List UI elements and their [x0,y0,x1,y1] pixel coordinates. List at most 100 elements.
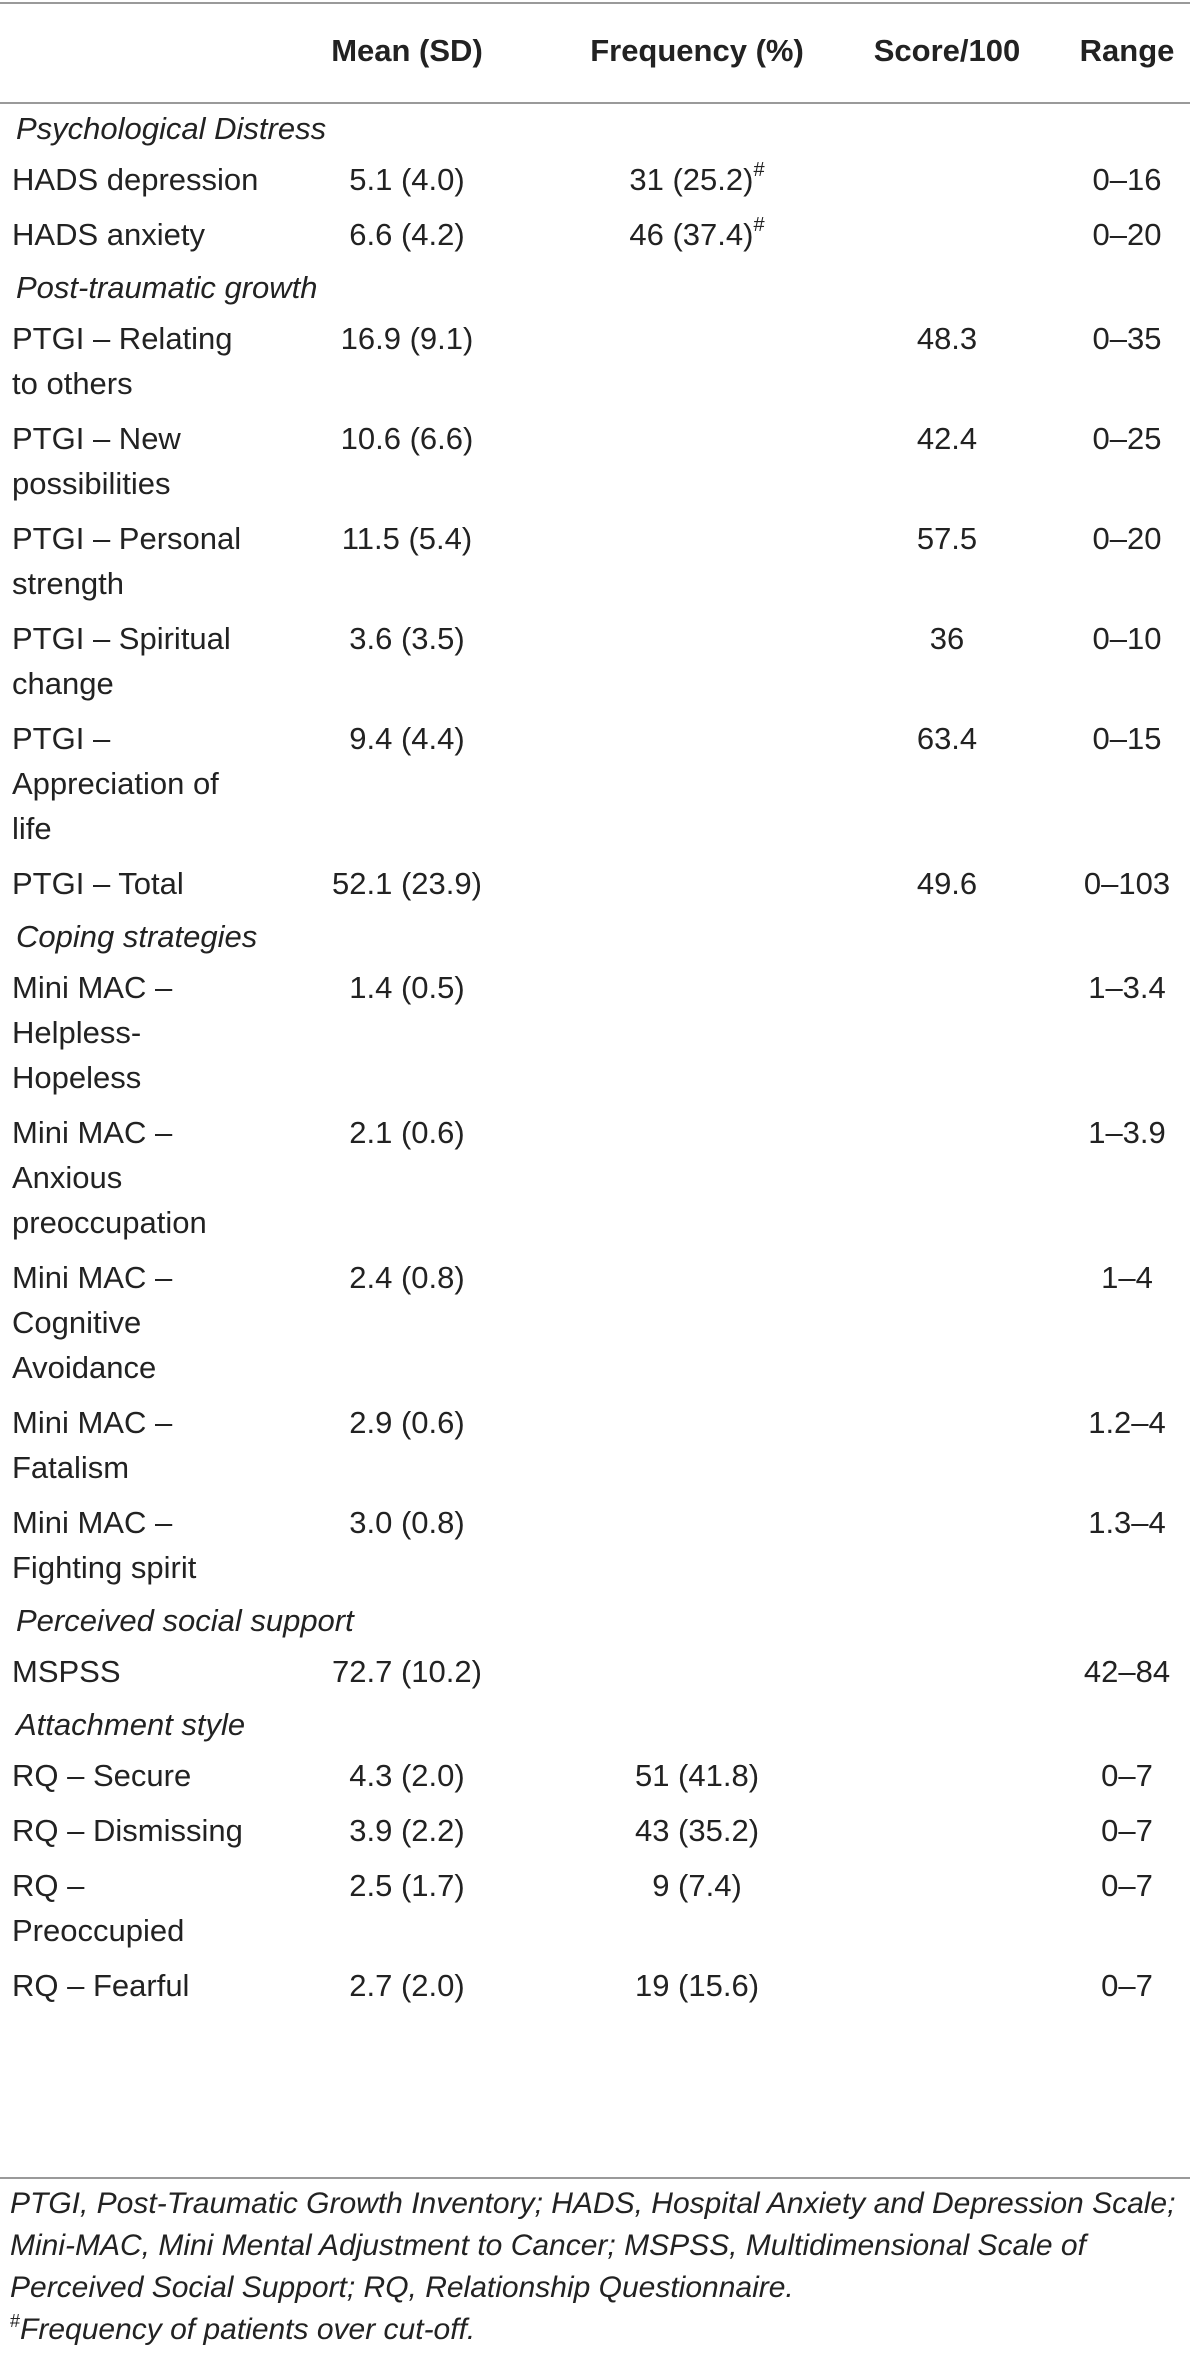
row-label: HADS anxiety [12,217,205,252]
row-score-cell: 49.6 [842,855,1052,910]
row-range-cell: 0–16 [1052,151,1200,206]
section-header-row: Coping strategies [0,910,1200,959]
row-score-cell: 36 [842,610,1052,710]
row-range-cell: 1–3.4 [1052,959,1200,1104]
table-row: HADS anxiety 6.6 (4.2) 46 (37.4)# 0–20 [0,206,1200,261]
row-mean: 2.1 (0.6) [349,1115,465,1150]
row-range: 0–7 [1101,1813,1153,1848]
row-frequency-cell [552,1643,842,1698]
row-frequency-cell [552,1394,842,1494]
row-mean-cell: 2.1 (0.6) [262,1104,552,1249]
table-row: HADS depression 5.1 (4.0) 31 (25.2)# 0–16 [0,151,1200,206]
row-label-cell: PTGI – New possibilities [0,410,262,510]
header-frequency: Frequency (%) [590,33,804,68]
row-label: PTGI – Personal strength [12,521,242,601]
row-range-cell: 0–25 [1052,410,1200,510]
row-label: MSPSS [12,1654,121,1689]
row-frequency-cell [552,959,842,1104]
row-frequency-cell [552,1249,842,1394]
row-label: Mini MAC – Fatalism [12,1405,173,1485]
row-frequency-cell: 51 (41.8) [552,1747,842,1802]
table-row: Mini MAC – Fatalism 2.9 (0.6) 1.2–4 [0,1394,1200,1494]
row-range: 0–20 [1092,217,1162,252]
row-score-cell [842,1494,1052,1594]
row-range: 0–10 [1092,621,1162,656]
row-mean-cell: 11.5 (5.4) [262,510,552,610]
row-score-cell [842,959,1052,1104]
descriptive-statistics-table: Mean (SD) Frequency (%) Score/100 Range … [0,0,1200,2012]
header-range: Range [1079,33,1175,68]
row-label: PTGI – Appreciation of life [12,721,219,846]
row-score-cell [842,1643,1052,1698]
row-score: 49.6 [916,866,978,901]
row-frequency-cell [552,610,842,710]
row-mean: 11.5 (5.4) [341,521,473,556]
table-row: Mini MAC – Cognitive Avoidance 2.4 (0.8) 1… [0,1249,1200,1394]
row-range-cell: 1.2–4 [1052,1394,1200,1494]
table-header: Mean (SD) Frequency (%) Score/100 Range [0,0,1200,102]
row-label-cell: PTGI – Personal strength [0,510,262,610]
row-score: 48.3 [916,321,978,356]
cutoff-mark: # [753,159,765,181]
row-label-cell: Mini MAC – Anxious preoccupation [0,1104,262,1249]
row-label: HADS depression [12,162,259,197]
row-label: RQ – Secure [12,1758,192,1793]
header-mean: Mean (SD) [331,33,483,68]
row-label-cell: RQ – Preoccupied [0,1857,262,1957]
row-mean: 2.7 (2.0) [349,1968,465,2003]
row-label: PTGI – Relating to others [12,321,233,401]
row-range-cell: 1.3–4 [1052,1494,1200,1594]
table-row: RQ – Secure 4.3 (2.0) 51 (41.8) 0–7 [0,1747,1200,1802]
row-mean: 10.6 (6.6) [340,421,474,456]
row-mean-cell: 2.7 (2.0) [262,1957,552,2012]
row-mean-cell: 5.1 (4.0) [262,151,552,206]
row-frequency-cell [552,510,842,610]
row-frequency-cell [552,1104,842,1249]
row-mean-cell: 1.4 (0.5) [262,959,552,1104]
row-range-cell: 0–7 [1052,1857,1200,1957]
row-label-cell: PTGI – Spiritual change [0,610,262,710]
table-row: Mini MAC – Fighting spirit 3.0 (0.8) 1.3–4 [0,1494,1200,1594]
row-frequency-cell [552,410,842,510]
table-bottom-rule [0,2177,1190,2179]
row-range-cell: 1–3.9 [1052,1104,1200,1249]
row-range-cell: 1–4 [1052,1249,1200,1394]
row-label: Mini MAC – Anxious preoccupation [12,1115,207,1240]
row-score-cell [842,151,1052,206]
row-frequency: 51 (41.8) [634,1758,760,1793]
row-label-cell: PTGI – Relating to others [0,310,262,410]
row-score-cell [842,1104,1052,1249]
row-score-cell [842,1747,1052,1802]
section-header-row: Psychological Distress [0,102,1200,151]
row-label: PTGI – Spiritual change [12,621,231,701]
table-body: Psychological Distress HADS depression 5.1… [0,102,1200,2012]
row-range-cell: 0–35 [1052,310,1200,410]
row-range: 42–84 [1083,1654,1171,1689]
row-mean-cell: 4.3 (2.0) [262,1747,552,1802]
row-frequency-cell [552,1494,842,1594]
row-score-cell [842,1249,1052,1394]
row-label: Mini MAC – Helpless-Hopeless [12,970,173,1095]
footnote-mark-text: Frequency of patients over cut-off. [20,2313,476,2346]
row-range: 1–3.4 [1088,970,1166,1005]
section-title: Coping strategies [16,919,258,954]
row-range-cell: 0–20 [1052,510,1200,610]
row-frequency-cell: 43 (35.2) [552,1802,842,1857]
row-mean-cell: 3.6 (3.5) [262,610,552,710]
footnote-mark: # [10,2311,21,2331]
header-score: Score/100 [873,33,1021,68]
footnote-abbreviations: PTGI, Post-Traumatic Growth Inventory; H… [10,2187,1176,2304]
row-mean: 2.9 (0.6) [349,1405,465,1440]
row-label-cell: PTGI – Total [0,855,262,910]
row-range-cell: 42–84 [1052,1643,1200,1698]
row-range-cell: 0–20 [1052,206,1200,261]
row-label: PTGI – Total [12,866,184,901]
row-label-cell: RQ – Secure [0,1747,262,1802]
row-range: 0–35 [1092,321,1162,356]
row-label-cell: PTGI – Appreciation of life [0,710,262,855]
row-range: 0–7 [1101,1758,1153,1793]
table-row: MSPSS 72.7 (10.2) 42–84 [0,1643,1200,1698]
row-mean: 3.9 (2.2) [349,1813,465,1848]
row-range-cell: 0–10 [1052,610,1200,710]
